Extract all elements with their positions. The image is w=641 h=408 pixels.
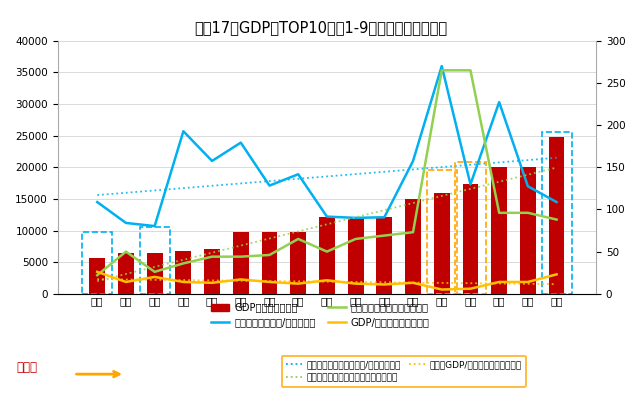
Bar xyxy=(89,258,105,294)
Bar xyxy=(176,251,191,294)
Bar xyxy=(290,232,306,294)
Bar xyxy=(549,137,565,294)
Bar xyxy=(262,232,278,294)
Legend: GDP（亿元，左轴）, 网签销售均价（元/㎡，左轴）, 网签销售额（十亿元，右轴）, GDP/网签销售额（右轴）: GDP（亿元，左轴）, 网签销售均价（元/㎡，左轴）, 网签销售额（十亿元，右轴… xyxy=(212,302,429,328)
Bar xyxy=(204,249,220,294)
Bar xyxy=(463,184,478,294)
Bar xyxy=(405,199,421,294)
Bar xyxy=(491,167,507,294)
Bar xyxy=(347,217,363,294)
Legend: 线性（网签销售均价（元/㎡，左轴））, 线性（网签销售额（十亿元，右轴））, 线性（GDP/网签销售额（右轴））: 线性（网签销售均价（元/㎡，左轴））, 线性（网签销售额（十亿元，右轴））, 线… xyxy=(281,356,526,387)
Text: 趋势线: 趋势线 xyxy=(16,361,37,374)
Bar xyxy=(376,217,392,294)
Bar xyxy=(233,232,249,294)
Bar xyxy=(520,167,536,294)
Bar xyxy=(319,217,335,294)
Bar xyxy=(434,193,449,294)
Bar xyxy=(118,253,134,294)
Bar xyxy=(147,253,163,294)
Text: 图：17城GDP与TOP10房企1-9月网签销售额相关性: 图：17城GDP与TOP10房企1-9月网签销售额相关性 xyxy=(194,20,447,35)
